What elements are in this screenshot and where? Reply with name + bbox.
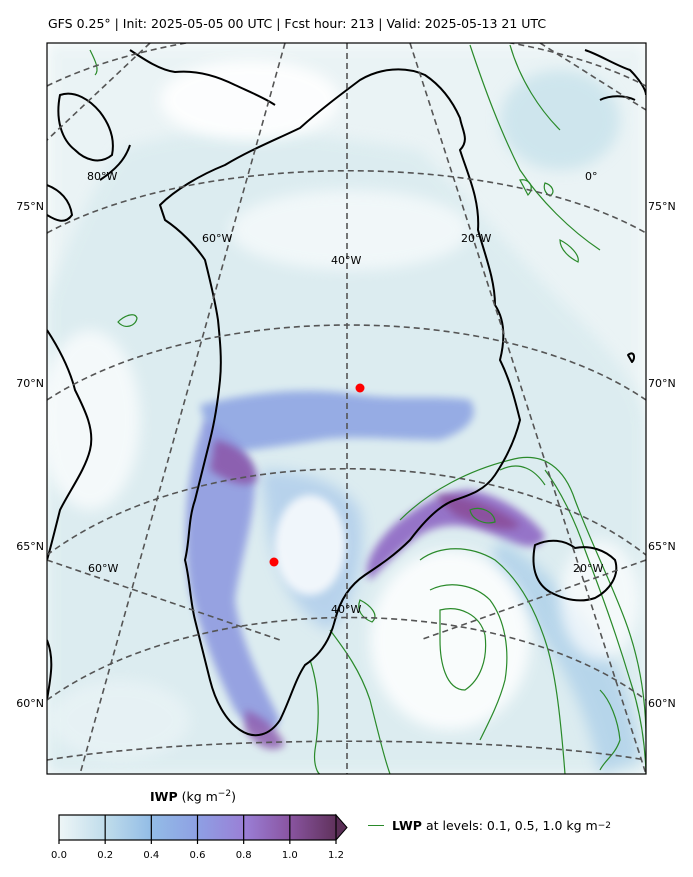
lon-label: 20°W (461, 232, 491, 245)
lon-label: 40°W (331, 254, 361, 267)
map-area: 80°W 60°W 40°W 20°W 0° 60°W 40°W 20°W (47, 43, 646, 774)
map-frame (46, 42, 647, 775)
colorbar-tick-label: 1.0 (282, 850, 298, 861)
marker-south (269, 557, 279, 567)
lon-labels: 80°W 60°W 40°W 20°W 0° 60°W 40°W 20°W (87, 170, 603, 616)
lat-label-right: 60°N (648, 697, 676, 710)
colorbar-label: IWP (kg m−2) (150, 789, 236, 804)
lat-label-left: 60°N (16, 697, 44, 710)
colorbar-tick-label: 0.2 (97, 850, 113, 861)
lwp-legend: LWP at levels: 0.1, 0.5, 1.0 kg m −2 (368, 818, 611, 833)
lwp-legend-exp: −2 (597, 820, 612, 831)
lon-label: 60°W (202, 232, 232, 245)
marker-north (355, 383, 365, 393)
lwp-legend-line (368, 825, 384, 826)
lat-label-right: 70°N (648, 377, 676, 390)
lon-label: 20°W (573, 562, 603, 575)
lon-label: 40°W (331, 603, 361, 616)
graticule (47, 43, 646, 774)
colorbar-label-exp: −2 (217, 789, 232, 799)
lat-label-left: 75°N (16, 200, 44, 213)
lat-label-left: 65°N (16, 540, 44, 553)
colorbar-label-bold: IWP (150, 789, 178, 805)
colorbar-tick-label: 0.0 (51, 850, 67, 861)
lat-label-right: 75°N (648, 200, 676, 213)
lon-label: 80°W (87, 170, 117, 183)
lwp-legend-bold: LWP (392, 818, 422, 833)
colorbar-tick-label: 0.6 (190, 850, 206, 861)
colorbar-label-close: ) (231, 789, 236, 805)
colorbar: 0.0 0.2 0.4 0.6 0.8 1.0 1.2 (51, 813, 348, 861)
lat-label-left: 70°N (16, 377, 44, 390)
coastlines (47, 49, 646, 737)
colorbar-tick-label: 0.4 (143, 850, 159, 861)
iwp-field (47, 43, 646, 774)
lon-label: 60°W (88, 562, 118, 575)
colorbar-extend-arrow (335, 813, 348, 842)
colorbar-label-unit: (kg m (181, 789, 218, 805)
lat-label-right: 65°N (648, 540, 676, 553)
colorbar-tick-label: 1.2 (328, 850, 344, 861)
lat-labels: 75°N 70°N 65°N 60°N 75°N 70°N 65°N 60°N (16, 200, 675, 710)
lon-label: 0° (585, 170, 598, 183)
lwp-legend-text: at levels: 0.1, 0.5, 1.0 kg m (425, 818, 598, 833)
colorbar-tick-label: 0.8 (236, 850, 252, 861)
chart-title: GFS 0.25° | Init: 2025-05-05 00 UTC | Fc… (48, 16, 547, 31)
